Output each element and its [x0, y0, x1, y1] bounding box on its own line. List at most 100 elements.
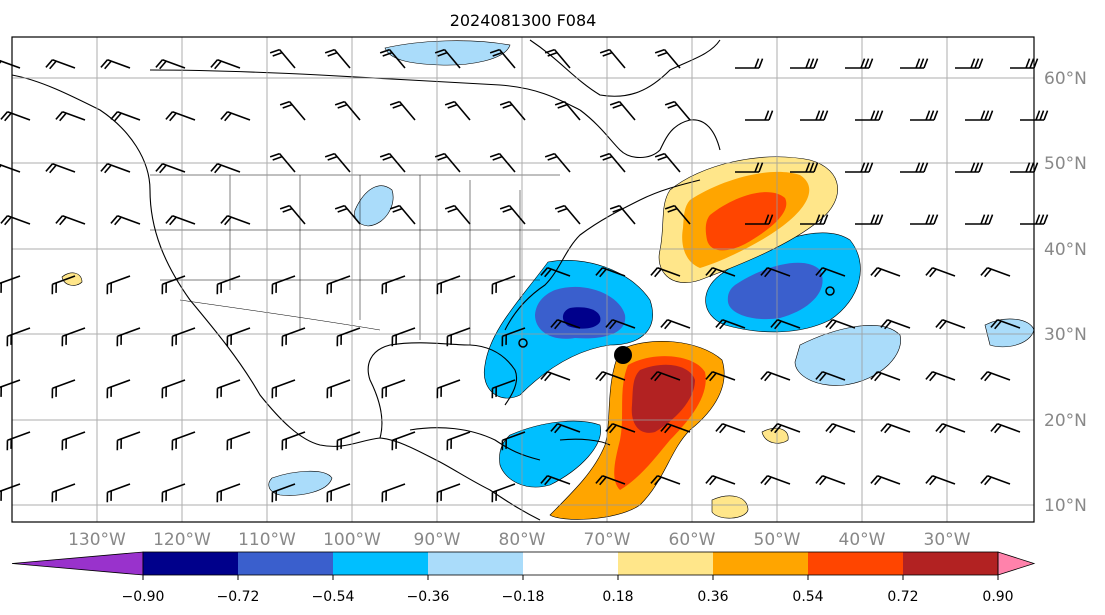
wind-barb — [900, 162, 929, 173]
wind-barb — [436, 483, 461, 503]
latitude-label: 60°N — [1044, 69, 1087, 89]
colorbar-tick-label: −0.18 — [502, 589, 545, 605]
wind-barb — [654, 48, 681, 69]
wind-barb — [660, 423, 691, 434]
wind-barb — [870, 267, 901, 278]
wind-barb — [965, 214, 994, 225]
wind-barb — [0, 379, 21, 397]
wind-barb — [955, 58, 984, 69]
figure-title: 2024081300 F084 — [450, 11, 597, 30]
map-border — [11, 36, 1035, 523]
wind-barb — [381, 275, 406, 295]
wind-barb — [599, 152, 626, 173]
wind-barb — [870, 371, 901, 382]
wind-barb — [664, 100, 691, 121]
wind-barb — [790, 58, 819, 69]
wind-barb — [595, 475, 626, 486]
wind-barb — [845, 162, 874, 173]
wind-barb — [715, 319, 746, 330]
wind-barb — [815, 371, 846, 382]
wind-barb — [705, 475, 736, 486]
wind-barb — [609, 204, 636, 225]
colorbar-tick-label: 0.72 — [887, 589, 918, 605]
wind-barb — [1020, 214, 1049, 225]
wind-barb — [116, 431, 141, 451]
wind-barb — [155, 59, 186, 70]
longitude-label: 110°W — [238, 530, 296, 550]
wind-barb — [220, 111, 251, 122]
wind-barb — [491, 275, 516, 295]
wind-barb — [880, 319, 911, 330]
wind-barb — [880, 423, 911, 434]
wind-barb — [825, 423, 856, 434]
latitude-label: 40°N — [1044, 240, 1087, 260]
wind-barb — [334, 100, 361, 121]
wind-barb — [45, 163, 76, 174]
wind-barb — [281, 431, 306, 451]
wind-barb — [220, 215, 251, 226]
wind-barb — [760, 267, 791, 278]
colorbar-tick-label: 0.18 — [602, 589, 633, 605]
wind-barb — [760, 371, 791, 382]
wind-barb — [845, 58, 874, 69]
longitude-labels: 130°W 120°W 110°W 100°W 90°W 80°W 70°W 60°W 50°W… — [68, 530, 971, 550]
wind-barb — [6, 431, 31, 451]
wind-barb — [965, 110, 994, 121]
wind-barb — [870, 475, 901, 486]
wind-barb — [715, 423, 746, 434]
wind-barb — [446, 431, 471, 451]
positive-anomaly-north-atlantic-core — [705, 192, 787, 251]
wind-barb — [540, 371, 571, 382]
longitude-label: 70°W — [584, 530, 631, 550]
wind-barb — [226, 431, 251, 451]
wind-barb — [381, 379, 406, 399]
wind-barb — [155, 163, 186, 174]
colorbar-segment — [808, 552, 903, 575]
wind-barb — [650, 475, 681, 486]
wind-barb — [855, 214, 884, 225]
wind-barb — [210, 59, 241, 70]
wind-barb — [436, 379, 461, 399]
wind-barb — [444, 204, 471, 225]
wind-barb — [0, 111, 31, 122]
wind-barb — [326, 483, 351, 503]
wind-barb — [910, 110, 939, 121]
colorbar-segment — [333, 552, 428, 575]
wind-barb — [210, 163, 241, 174]
wind-barb — [491, 483, 516, 503]
wind-barb — [389, 100, 416, 121]
wind-barb — [61, 327, 86, 347]
colorbar-segment — [903, 552, 998, 575]
wind-barb — [326, 379, 351, 399]
colorbar-segment — [428, 552, 523, 575]
wind-barb — [550, 319, 581, 330]
wind-barb — [595, 267, 626, 278]
coastlines — [11, 39, 721, 521]
wind-barb — [980, 267, 1011, 278]
wind-barb — [825, 319, 856, 330]
latitude-labels: 60°N 50°N 40°N 30°N 20°N 10°N — [1044, 69, 1087, 516]
colorbar-segment — [618, 552, 713, 575]
wind-barb — [106, 379, 131, 399]
longitude-label: 50°W — [754, 530, 801, 550]
wind-barb — [745, 214, 774, 225]
wind-barb — [336, 431, 361, 451]
wind-barb — [990, 423, 1021, 434]
positive-anomaly-south-east — [711, 495, 749, 519]
wind-barb — [381, 483, 406, 503]
wind-barb — [281, 327, 306, 347]
wind-barb — [324, 152, 351, 173]
longitude-label: 60°W — [669, 530, 716, 550]
anomaly-shading — [61, 40, 1035, 520]
wind-barb — [226, 327, 251, 347]
wind-barb — [379, 48, 406, 69]
colorbar-tick-label: −0.90 — [122, 589, 165, 605]
wind-barb — [735, 162, 764, 173]
longitude-label: 130°W — [68, 530, 126, 550]
wind-barb — [434, 48, 461, 69]
wind-barb — [51, 379, 76, 399]
colorbar-frame — [142, 551, 999, 576]
wind-barb — [925, 475, 956, 486]
colorbar — [11, 551, 1036, 576]
negative-anomaly-core — [562, 307, 601, 329]
